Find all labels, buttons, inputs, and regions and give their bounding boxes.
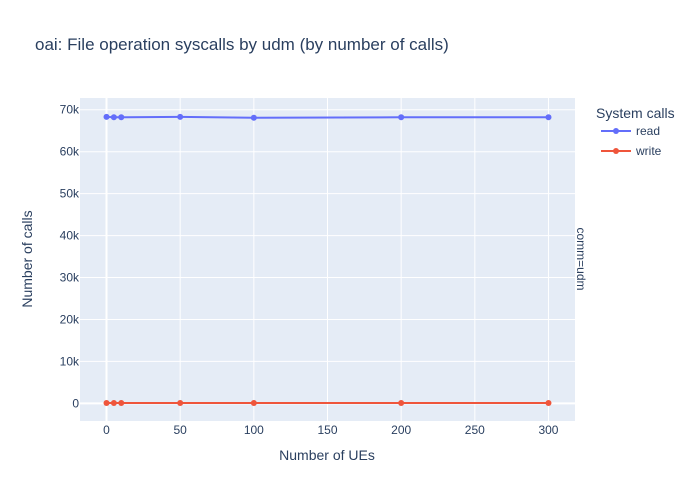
legend-marker-write bbox=[613, 148, 619, 154]
x-tick-label: 150 bbox=[317, 423, 337, 437]
data-point-write[interactable] bbox=[250, 399, 257, 406]
y-tick-label: 60k bbox=[60, 145, 80, 159]
data-point-write[interactable] bbox=[118, 399, 125, 406]
x-tick-label: 200 bbox=[391, 423, 411, 437]
y-tick-labels: 0 10k 20k 30k 40k 50k 60k 70k bbox=[60, 103, 80, 411]
data-point-write[interactable] bbox=[545, 399, 552, 406]
data-point-read[interactable] bbox=[177, 113, 184, 120]
data-point-write[interactable] bbox=[177, 399, 184, 406]
y-tick-label: 40k bbox=[60, 229, 80, 243]
series-layer bbox=[103, 113, 552, 406]
x-tick-label: 250 bbox=[465, 423, 485, 437]
data-point-read[interactable] bbox=[110, 114, 117, 121]
series-line-read bbox=[106, 115, 549, 119]
legend-item-write[interactable]: write bbox=[601, 144, 662, 158]
legend-title: System calls bbox=[596, 105, 675, 121]
x-tick-label: 300 bbox=[538, 423, 558, 437]
y-tick-label: 0 bbox=[72, 396, 79, 410]
legend[interactable]: System calls read write bbox=[596, 105, 675, 158]
x-tick-label: 100 bbox=[244, 423, 264, 437]
y-axis-title: Number of calls bbox=[19, 210, 35, 307]
data-point-read[interactable] bbox=[398, 114, 405, 121]
x-tick-label: 0 bbox=[103, 423, 110, 437]
series-read[interactable] bbox=[103, 113, 552, 121]
x-axis-title: Number of UEs bbox=[279, 447, 375, 463]
legend-label-read: read bbox=[636, 124, 660, 138]
legend-item-read[interactable]: read bbox=[601, 124, 660, 138]
data-point-write[interactable] bbox=[103, 399, 110, 406]
data-point-read[interactable] bbox=[118, 114, 125, 121]
data-point-read[interactable] bbox=[545, 114, 552, 121]
y-tick-label: 70k bbox=[60, 103, 80, 117]
data-point-read[interactable] bbox=[250, 114, 257, 121]
y-tick-label: 30k bbox=[60, 271, 80, 285]
data-point-write[interactable] bbox=[398, 399, 405, 406]
series-write[interactable] bbox=[103, 399, 552, 406]
data-point-write[interactable] bbox=[110, 399, 117, 406]
data-point-read[interactable] bbox=[103, 113, 110, 120]
y-tick-label: 10k bbox=[60, 354, 80, 368]
facet-label: comm=udm bbox=[574, 227, 588, 290]
legend-marker-read bbox=[613, 128, 619, 134]
y-tick-label: 20k bbox=[60, 312, 80, 326]
x-tick-labels: 0 50 100 150 200 250 300 bbox=[103, 423, 559, 437]
y-tick-label: 50k bbox=[60, 187, 80, 201]
x-tick-label: 50 bbox=[173, 423, 187, 437]
chart-title: oai: File operation syscalls by udm (by … bbox=[35, 35, 449, 54]
legend-label-write: write bbox=[635, 144, 662, 158]
